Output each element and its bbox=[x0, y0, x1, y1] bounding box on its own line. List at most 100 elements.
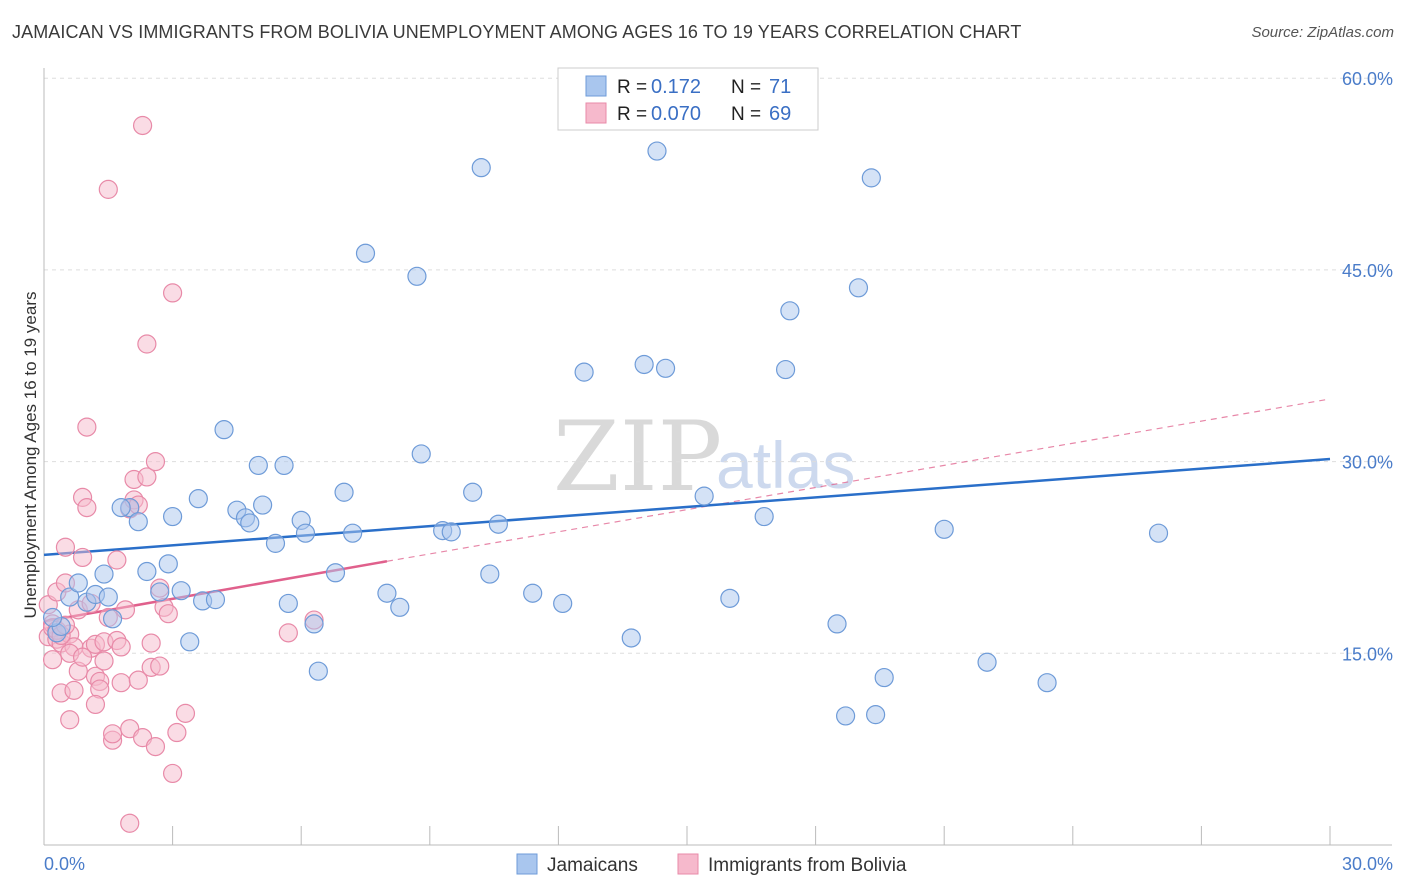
bolivia-point bbox=[42, 650, 63, 670]
jamaicans-point bbox=[647, 141, 667, 161]
jamaicans-point bbox=[480, 564, 500, 584]
jamaicans-point bbox=[634, 354, 654, 375]
axes: Unemployment Among Ages 16 to 19 years bbox=[21, 68, 1392, 846]
y-tick-label: 45.0% bbox=[1342, 261, 1393, 281]
jamaicans-point bbox=[694, 486, 714, 506]
bolivia-point bbox=[102, 724, 123, 744]
x-tick-label: 0.0% bbox=[44, 854, 85, 874]
jamaicans-point bbox=[278, 593, 298, 614]
jamaicans-point bbox=[574, 362, 594, 382]
jamaicans-point bbox=[253, 495, 273, 515]
y-axis-title: Unemployment Among Ages 16 to 19 years bbox=[21, 292, 40, 619]
jamaicans-point bbox=[304, 614, 324, 634]
jamaicans-point bbox=[68, 573, 88, 593]
bottom-legend: Jamaicans Immigrants from Bolivia bbox=[516, 853, 907, 876]
jamaicans-point bbox=[214, 420, 234, 440]
legend-n-value: 71 bbox=[769, 76, 791, 98]
bottom-legend-swatch-bolivia bbox=[677, 853, 699, 875]
jamaicans-point bbox=[471, 158, 491, 178]
bolivia-point bbox=[98, 179, 118, 199]
bolivia-point bbox=[77, 417, 97, 437]
tick-labels: 15.0% 30.0% 45.0% 60.0% 0.0% 30.0% bbox=[44, 69, 1393, 874]
jamaicans-point bbox=[411, 444, 431, 464]
bolivia-point bbox=[94, 651, 114, 671]
bolivia-point bbox=[72, 547, 93, 568]
jamaicans-point bbox=[111, 498, 131, 518]
jamaicans-point bbox=[874, 667, 894, 688]
legend-n-label: N = bbox=[731, 104, 761, 125]
jamaicans-point bbox=[248, 455, 268, 476]
source-credit: Source: ZipAtlas.com bbox=[1251, 24, 1394, 41]
y-tick-label: 30.0% bbox=[1342, 453, 1393, 473]
jamaicans-point bbox=[655, 358, 676, 378]
series-bolivia-points bbox=[38, 115, 324, 833]
grid-lines bbox=[44, 77, 1392, 654]
bolivia-point bbox=[132, 115, 153, 136]
jamaicans-point bbox=[102, 609, 123, 629]
jamaicans-point bbox=[1148, 523, 1169, 543]
legend-swatch-jamaicans bbox=[585, 75, 607, 97]
jamaicans-point bbox=[137, 561, 157, 582]
bolivia-point bbox=[72, 647, 93, 667]
jamaicans-point bbox=[934, 519, 954, 539]
bolivia-point bbox=[85, 694, 106, 715]
bolivia-point bbox=[141, 633, 161, 653]
bottom-legend-bolivia: Immigrants from Bolivia bbox=[708, 855, 907, 876]
jamaicans-point bbox=[463, 482, 483, 502]
bolivia-point bbox=[77, 498, 97, 518]
bolivia-point bbox=[55, 537, 76, 557]
bolivia-point bbox=[150, 656, 170, 676]
jamaicans-trend-line bbox=[43, 457, 1331, 557]
bolivia-point bbox=[137, 334, 157, 354]
jamaicans-point bbox=[98, 587, 118, 607]
bolivia-point bbox=[128, 670, 148, 690]
bottom-legend-swatch-jamaicans bbox=[516, 853, 538, 875]
jamaicans-point bbox=[827, 614, 847, 634]
chart-title: JAMAICAN VS IMMIGRANTS FROM BOLIVIA UNEM… bbox=[12, 22, 1022, 42]
bolivia-point bbox=[158, 604, 178, 624]
jamaicans-point bbox=[94, 564, 114, 584]
jamaicans-point bbox=[407, 266, 427, 286]
jamaicans-point bbox=[343, 523, 363, 543]
jamaicans-point bbox=[866, 705, 886, 725]
jamaicans-point bbox=[205, 590, 226, 610]
series-jamaicans-points bbox=[42, 141, 1169, 726]
jamaicans-point bbox=[180, 632, 200, 652]
legend: R = 0.172 N = 71 R = 0.070 N = 69 bbox=[557, 67, 819, 131]
bolivia-point bbox=[111, 637, 131, 657]
jamaicans-point bbox=[488, 514, 508, 534]
jamaicans-point bbox=[188, 489, 208, 509]
jamaicans-point bbox=[836, 706, 856, 726]
jamaicans-point bbox=[621, 628, 641, 648]
jamaicans-point bbox=[553, 593, 573, 614]
bolivia-point bbox=[278, 623, 298, 643]
jamaicans-point bbox=[163, 506, 183, 527]
watermark-atlas: atlas bbox=[716, 428, 855, 502]
jamaicans-point bbox=[861, 168, 881, 188]
bolivia-point bbox=[60, 710, 80, 730]
bolivia-point bbox=[137, 467, 157, 487]
watermark-zip: ZIP bbox=[553, 401, 722, 513]
legend-r-value: 0.070 bbox=[651, 103, 701, 125]
legend-swatch-bolivia bbox=[585, 102, 607, 124]
jamaicans-point bbox=[334, 482, 354, 502]
bolivia-point bbox=[120, 813, 140, 833]
jamaicans-point bbox=[308, 661, 328, 681]
legend-n-label: N = bbox=[731, 77, 761, 98]
bolivia-point bbox=[175, 703, 196, 723]
jamaicans-point bbox=[42, 607, 63, 628]
jamaicans-point bbox=[171, 581, 191, 601]
jamaicans-point bbox=[977, 652, 997, 672]
jamaicans-point bbox=[150, 582, 170, 602]
legend-n-value: 69 bbox=[769, 103, 791, 125]
bolivia-point bbox=[107, 550, 127, 570]
jamaicans-point bbox=[158, 554, 178, 574]
y-tick-label: 60.0% bbox=[1342, 69, 1393, 89]
bolivia-trend-extension bbox=[386, 398, 1331, 562]
bottom-legend-jamaicans: Jamaicans bbox=[547, 855, 638, 876]
jamaicans-point bbox=[1037, 673, 1057, 693]
jamaicans-point bbox=[848, 278, 869, 298]
jamaicans-point bbox=[390, 597, 410, 617]
x-tick-label: 30.0% bbox=[1342, 854, 1393, 874]
